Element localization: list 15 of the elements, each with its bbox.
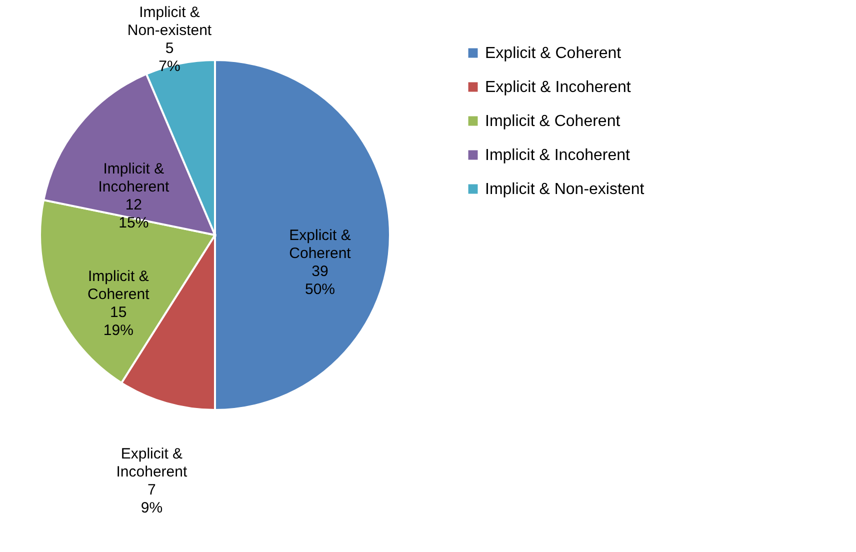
data-label: 15 19% [103, 304, 134, 340]
data-label: 7 9% [140, 482, 163, 517]
slice-label: Implicit & Incoherent [98, 160, 170, 196]
data-label: 39 50% [304, 263, 336, 298]
legend-label: Implicit & Non-existent [485, 181, 645, 198]
slice-label: Explicit & Incoherent [116, 446, 188, 481]
slice-label: Implicit & Coherent [88, 268, 150, 304]
data-label: 12 15% [118, 196, 149, 232]
slice-label: Implicit & Non-existent [127, 4, 212, 40]
legend-label: Explicit & Incoherent [485, 79, 632, 96]
legend-label: Implicit & Coherent [485, 113, 621, 130]
data-label: 5 7% [158, 40, 180, 76]
legend-label: Explicit & Coherent [485, 45, 622, 62]
legend-label: Implicit & Incoherent [485, 147, 631, 164]
slice-label: Explicit & Coherent [289, 227, 352, 262]
